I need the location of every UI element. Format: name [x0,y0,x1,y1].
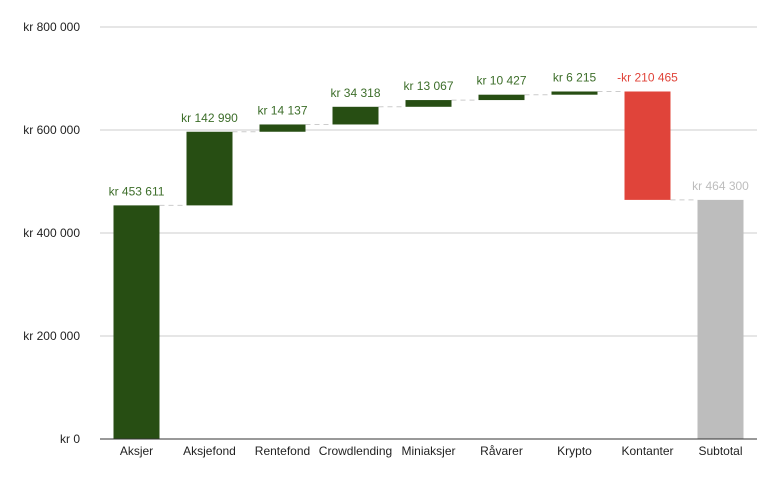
data-label: kr 10 427 [476,74,526,88]
x-tick-label: Crowdlending [319,444,392,458]
data-label: kr 6 215 [553,70,597,84]
y-tick-label: kr 400 000 [23,226,80,240]
x-tick-label: Råvarer [480,444,523,458]
x-tick-label: Aksjefond [183,444,236,458]
bars [113,91,744,439]
x-tick-label: Kontanter [621,444,673,458]
bar-kontanter [624,91,671,200]
x-tick-label: Subtotal [698,444,742,458]
data-label: kr 142 990 [181,111,238,125]
data-labels: kr 453 611 kr 142 990 kr 14 137 kr 34 318 kr… [109,70,750,198]
bar-rentefond [259,124,306,132]
x-tick-label: Miniaksjer [401,444,455,458]
y-axis: kr 0 kr 200 000 kr 400 000 kr 600 000 kr 800… [23,20,80,446]
bar-miniaksjer [405,100,452,107]
bar-aksjefond [186,131,233,206]
gridlines [100,26,757,337]
x-axis: Aksjer Aksjefond Rentefond Crowdlending Mini… [100,438,757,458]
bar-råvarer [478,94,525,101]
bar-krypto [551,91,598,95]
y-tick-label: kr 0 [60,432,80,446]
data-label: kr 14 137 [257,103,307,117]
y-tick-label: kr 200 000 [23,329,80,343]
data-label: kr 13 067 [403,79,453,93]
y-tick-label: kr 800 000 [23,20,80,34]
x-tick-label: Rentefond [255,444,310,458]
y-tick-label: kr 600 000 [23,123,80,137]
x-tick-label: Krypto [557,444,592,458]
data-label: kr 34 318 [330,86,380,100]
bar-subtotal [697,199,744,439]
x-tick-label: Aksjer [120,444,153,458]
bar-crowdlending [332,106,379,125]
bar-aksjer [113,205,160,439]
data-label: -kr 210 465 [617,70,678,84]
data-label: kr 464 300 [692,179,749,193]
connector-lines [159,90,698,206]
data-label: kr 453 611 [109,184,165,198]
